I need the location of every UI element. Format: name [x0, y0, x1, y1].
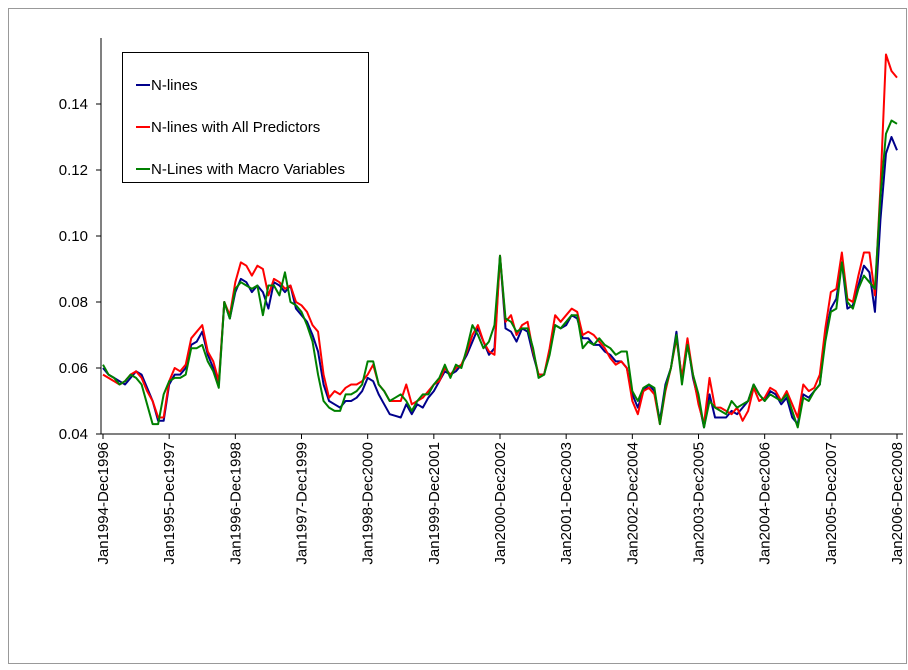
legend-label: N-Lines with Macro Variables [151, 161, 345, 178]
x-tick-label: Jan2002-Dec2004 [624, 442, 641, 565]
x-tick-label: Jan2005-Dec2007 [823, 442, 840, 565]
legend-label: N-lines with All Predictors [151, 119, 320, 136]
legend-label: N-lines [151, 77, 198, 94]
x-tick-label: Jan1997-Dec1999 [294, 442, 311, 565]
x-tick-label: Jan2003-Dec2005 [691, 442, 708, 565]
x-tick-label: Jan1995-Dec1997 [161, 442, 178, 565]
series-line [102, 119, 898, 429]
x-tick-label: Jan1996-Dec1998 [227, 442, 244, 565]
x-tick-label: Jan1994-Dec1996 [95, 442, 112, 565]
x-tick-label: Jan2006-Dec2008 [889, 442, 906, 565]
x-tick-label: Jan2000-Dec2002 [492, 442, 509, 565]
y-tick-label: 0.14 [59, 96, 88, 113]
x-tick-label: Jan1998-Dec2000 [360, 442, 377, 565]
y-tick-label: 0.06 [59, 360, 88, 377]
x-tick-label: Jan2004-Dec2006 [757, 442, 774, 565]
y-tick-label: 0.10 [59, 228, 88, 245]
y-tick-label: 0.08 [59, 294, 88, 311]
legend-box [122, 52, 369, 183]
y-tick-label: 0.12 [59, 162, 88, 179]
y-tick-label: 0.04 [59, 426, 88, 443]
x-tick-label: Jan2001-Dec2003 [558, 442, 575, 565]
x-tick-label: Jan1999-Dec2001 [426, 442, 443, 565]
